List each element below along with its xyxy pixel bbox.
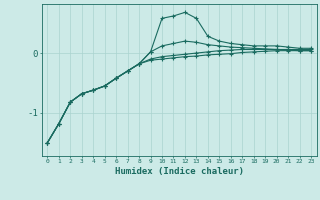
X-axis label: Humidex (Indice chaleur): Humidex (Indice chaleur) [115, 167, 244, 176]
